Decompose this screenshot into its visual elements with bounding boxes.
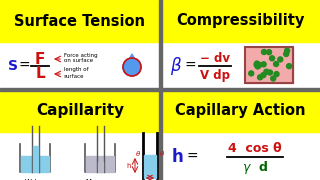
Circle shape — [278, 57, 283, 62]
Text: surface: surface — [64, 73, 84, 78]
Bar — [98, 162, 103, 172]
Text: h: h — [172, 148, 184, 166]
Text: $\theta$: $\theta$ — [135, 148, 141, 158]
Bar — [21, 156, 49, 172]
Bar — [86, 156, 114, 172]
Text: Water: Water — [25, 179, 45, 180]
Circle shape — [267, 50, 272, 55]
Circle shape — [268, 70, 273, 75]
Circle shape — [264, 69, 269, 74]
Text: $\beta$: $\beta$ — [170, 55, 182, 77]
Text: Mercury: Mercury — [86, 179, 114, 180]
Polygon shape — [126, 54, 138, 65]
Text: Surface Tension: Surface Tension — [14, 14, 146, 28]
Circle shape — [123, 58, 141, 76]
Text: length of: length of — [64, 68, 89, 73]
Circle shape — [255, 64, 260, 69]
Bar — [0, 0, 160, 42]
Circle shape — [287, 64, 292, 69]
Circle shape — [271, 76, 276, 81]
Circle shape — [284, 51, 289, 57]
Text: $\theta$: $\theta$ — [159, 148, 165, 158]
Bar — [0, 90, 160, 132]
Circle shape — [254, 62, 259, 67]
Text: F: F — [35, 51, 45, 66]
Text: Compressibility: Compressibility — [176, 14, 304, 28]
Bar — [160, 90, 320, 132]
Circle shape — [258, 75, 263, 80]
Text: on surface: on surface — [64, 58, 93, 64]
Circle shape — [269, 56, 275, 61]
Circle shape — [284, 48, 290, 53]
Bar — [144, 155, 156, 178]
Text: h: h — [127, 163, 131, 169]
Bar — [33, 146, 38, 172]
Circle shape — [249, 71, 254, 76]
Text: L: L — [35, 66, 45, 82]
Circle shape — [254, 61, 260, 66]
Text: V dp: V dp — [200, 69, 230, 82]
Circle shape — [261, 73, 266, 78]
Text: Capillarity: Capillarity — [36, 103, 124, 118]
Bar — [0, 88, 320, 91]
Text: S: S — [8, 59, 18, 73]
Text: =: = — [187, 150, 199, 164]
Circle shape — [274, 62, 279, 67]
Circle shape — [261, 62, 266, 67]
Text: Capillary Action: Capillary Action — [175, 103, 305, 118]
Text: 4  cos θ: 4 cos θ — [228, 141, 282, 154]
Circle shape — [274, 72, 279, 77]
Circle shape — [261, 50, 267, 55]
Text: $\gamma$  d: $\gamma$ d — [242, 159, 268, 176]
Text: =: = — [184, 59, 196, 73]
Circle shape — [257, 62, 262, 68]
Text: − dv: − dv — [200, 51, 230, 64]
Bar — [245, 47, 293, 83]
Bar — [245, 47, 293, 83]
Text: Force acting: Force acting — [64, 53, 98, 57]
Bar — [160, 0, 320, 42]
Bar — [159, 0, 162, 180]
Text: =: = — [18, 59, 30, 73]
